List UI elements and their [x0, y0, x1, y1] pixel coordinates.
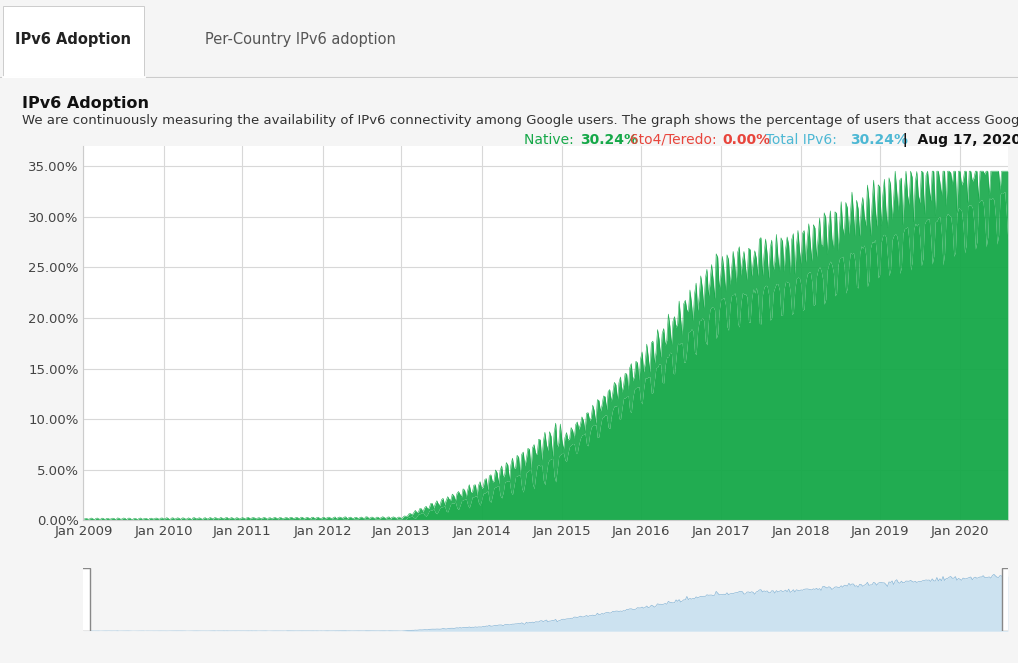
Bar: [77, 568, 90, 631]
Text: Native:: Native:: [524, 133, 578, 147]
Text: Total IPv6:: Total IPv6:: [757, 133, 842, 147]
Text: IPv6 Adoption: IPv6 Adoption: [15, 32, 131, 46]
Text: We are continuously measuring the availability of IPv6 connectivity among Google: We are continuously measuring the availa…: [22, 114, 1018, 127]
Text: 6to4/Teredo:: 6to4/Teredo:: [621, 133, 721, 147]
Text: |  Aug 17, 2020: | Aug 17, 2020: [893, 133, 1018, 147]
Text: 30.24%: 30.24%: [580, 133, 638, 147]
Text: Per-Country IPv6 adoption: Per-Country IPv6 adoption: [205, 32, 396, 46]
Text: IPv6 Adoption: IPv6 Adoption: [22, 96, 150, 111]
Bar: [1002, 568, 1014, 631]
Bar: [3, 6, 144, 78]
Text: 0.00%: 0.00%: [723, 133, 771, 147]
Text: 30.24%: 30.24%: [850, 133, 908, 147]
